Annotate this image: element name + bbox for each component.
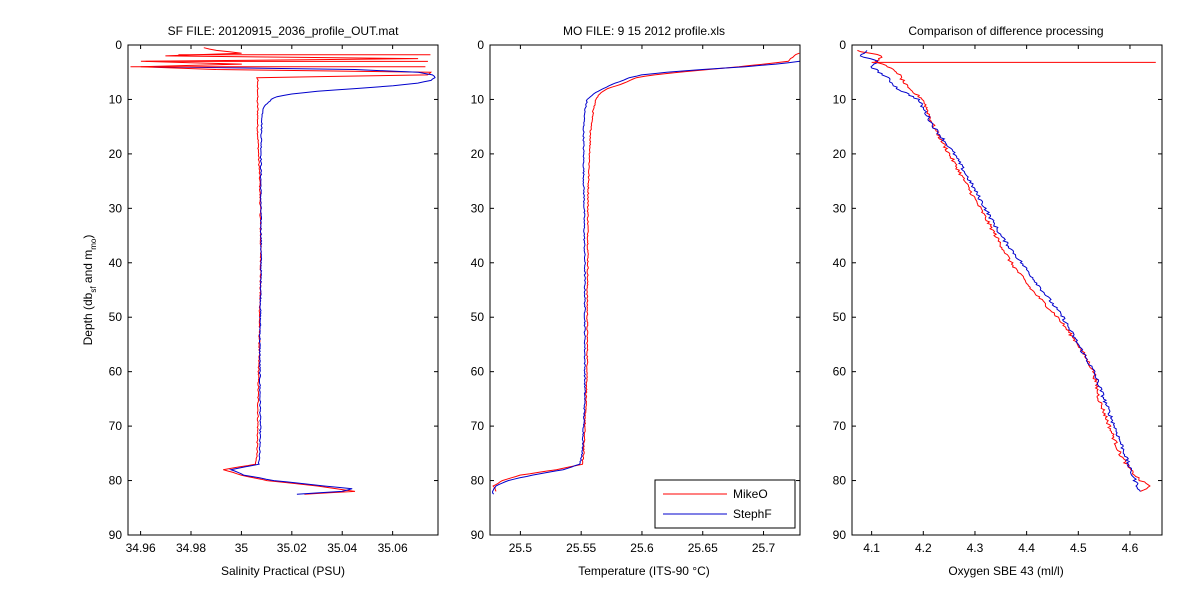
series-group xyxy=(130,47,436,495)
y-tick-label: 90 xyxy=(833,528,847,542)
series-group xyxy=(857,49,1156,492)
legend-label: StephF xyxy=(733,507,772,521)
x-tick-label: 35.02 xyxy=(277,541,307,555)
y-tick-label: 30 xyxy=(109,201,123,215)
y-tick-label: 60 xyxy=(833,365,847,379)
series-group xyxy=(492,52,800,495)
series-line-stephf xyxy=(153,66,436,495)
panel-temperature: MO FILE: 9 15 2012 profile.xls 25.5 25.55… xyxy=(471,24,801,578)
y-tick-label: 30 xyxy=(833,201,847,215)
y-axis-label-sub2: mo xyxy=(89,238,98,250)
x-tick-label: 35.06 xyxy=(378,541,408,555)
axes-frame xyxy=(127,44,439,536)
series-line-stephf xyxy=(859,50,1141,492)
legend-label: MikeO xyxy=(733,487,768,501)
x-tick-label: 4.3 xyxy=(967,541,984,555)
x-axis-label: Temperature (ITS-90 °C) xyxy=(578,564,710,578)
y-tick-label: 60 xyxy=(109,365,123,379)
axes-frame xyxy=(851,44,1163,536)
y-tick-label: 50 xyxy=(471,310,485,324)
y-tick-label: 70 xyxy=(833,419,847,433)
y-tick-label: 80 xyxy=(471,474,485,488)
y-tick-label: 50 xyxy=(833,310,847,324)
y-tick-label: 10 xyxy=(833,92,847,106)
axes-frame xyxy=(489,44,801,536)
x-tick-label: 4.5 xyxy=(1070,541,1087,555)
chart-title: SF FILE: 20120915_2036_profile_OUT.mat xyxy=(168,24,399,38)
x-tick-label: 35 xyxy=(235,541,249,555)
y-axis-label-main: Depth (db xyxy=(81,292,95,345)
chart-title: MO FILE: 9 15 2012 profile.xls xyxy=(563,24,725,38)
y-tick-label: 50 xyxy=(109,310,123,324)
y-axis-label-mid: and m xyxy=(81,250,95,287)
y-tick-label: 20 xyxy=(471,147,485,161)
panel-oxygen: Comparison of difference processing 4.1 4… xyxy=(833,24,1163,578)
y-tick-label: 70 xyxy=(471,419,485,433)
y-tick-label: 90 xyxy=(109,528,123,542)
y-tick-label: 40 xyxy=(109,256,123,270)
y-tick-label: 0 xyxy=(839,38,846,52)
x-axis-label: Oxygen SBE 43 (ml/l) xyxy=(948,564,1063,578)
x-tick-label: 35.04 xyxy=(327,541,357,555)
y-tick-label: 90 xyxy=(471,528,485,542)
y-tick-label: 0 xyxy=(477,38,484,52)
plot-area: 25.5 25.55 25.6 25.65 25.7 0 10 20 30 40 50 60 70 80 9… xyxy=(471,38,801,555)
legend: MikeO StephF xyxy=(654,479,796,529)
chart-title: Comparison of difference processing xyxy=(908,24,1103,38)
x-tick-label: 25.55 xyxy=(566,541,596,555)
series-line-mikeo xyxy=(492,52,800,492)
y-tick-label: 80 xyxy=(833,474,847,488)
y-tick-label: 80 xyxy=(109,474,123,488)
y-axis-label-sub1: sf xyxy=(89,286,98,293)
y-tick-label: 20 xyxy=(109,147,123,161)
x-tick-label: 25.5 xyxy=(509,541,533,555)
x-tick-label: 25.6 xyxy=(630,541,654,555)
y-tick-label: 0 xyxy=(115,38,122,52)
panel-salinity: SF FILE: 20120915_2036_profile_OUT.mat 3… xyxy=(109,24,439,578)
x-tick-label: 34.96 xyxy=(126,541,156,555)
x-tick-label: 4.1 xyxy=(863,541,880,555)
x-tick-label: 4.2 xyxy=(915,541,932,555)
y-axis-label: Depth (dbsf and mmo) xyxy=(81,235,98,346)
plot-area: 34.96 34.98 35 35.02 35.04 35.06 0 10 20 30 40 50 60… xyxy=(109,38,439,555)
y-tick-label: 10 xyxy=(471,92,485,106)
plot-area: 4.1 4.2 4.3 4.4 4.5 4.6 0 10 20 30 40 50 60 70 80 90 xyxy=(833,38,1163,555)
y-tick-label: 70 xyxy=(109,419,123,433)
y-tick-label: 60 xyxy=(471,365,485,379)
x-tick-label: 4.6 xyxy=(1122,541,1139,555)
legend-box xyxy=(654,479,796,529)
x-tick-label: 25.7 xyxy=(752,541,776,555)
y-tick-label: 10 xyxy=(109,92,123,106)
x-axis-label: Salinity Practical (PSU) xyxy=(221,564,345,578)
y-tick-label: 40 xyxy=(471,256,485,270)
y-axis-label-end: ) xyxy=(81,235,95,239)
x-tick-label: 25.65 xyxy=(688,541,718,555)
y-tick-label: 30 xyxy=(471,201,485,215)
y-tick-label: 20 xyxy=(833,147,847,161)
series-line-stephf xyxy=(492,60,800,495)
y-tick-label: 40 xyxy=(833,256,847,270)
x-tick-label: 4.4 xyxy=(1018,541,1035,555)
x-tick-label: 34.98 xyxy=(176,541,206,555)
